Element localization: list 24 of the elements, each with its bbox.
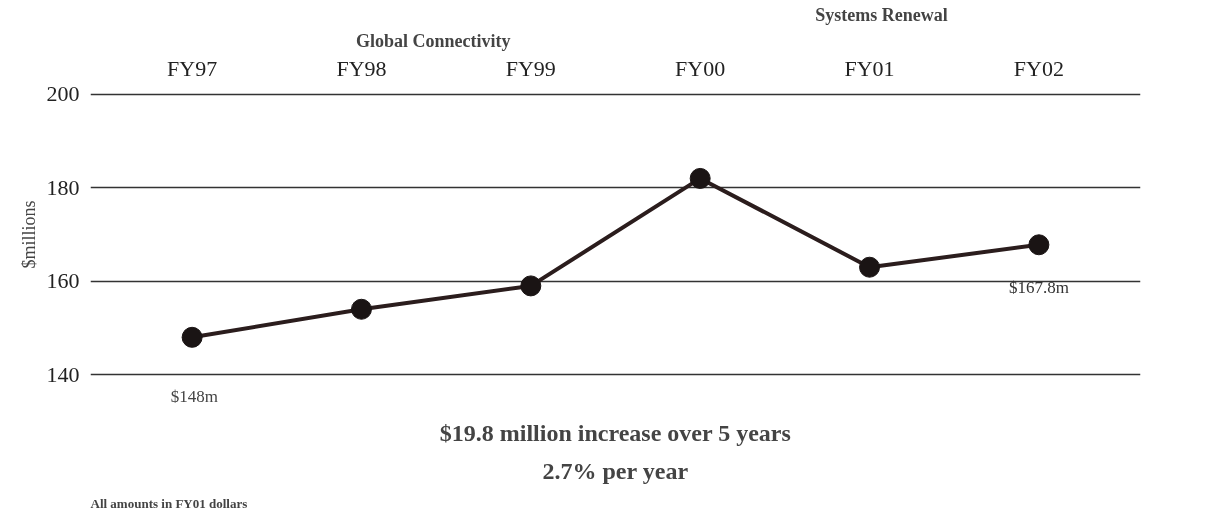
data-label: $148m xyxy=(170,386,219,406)
y-axis-title: $millions xyxy=(18,200,39,269)
text: Global Connectivity xyxy=(355,30,511,51)
y-tick-label: 160 xyxy=(46,268,80,294)
text: $19.8 million increase over 5 years xyxy=(439,419,791,446)
point xyxy=(859,256,881,278)
point xyxy=(689,167,711,189)
x-tick-label: FY97 xyxy=(167,55,218,81)
text: All amounts in FY01 dollars xyxy=(90,495,248,511)
point xyxy=(350,298,372,320)
y-tick-label: 200 xyxy=(46,81,80,107)
point xyxy=(520,275,542,297)
x-tick-label: FY00 xyxy=(675,55,726,81)
x-tick-label: FY01 xyxy=(844,55,895,81)
text: Systems Renewal xyxy=(815,4,948,25)
point xyxy=(181,326,203,348)
x-tick-label: FY98 xyxy=(336,55,387,81)
data-label: $167.8m xyxy=(1008,278,1069,298)
y-tick-label: 180 xyxy=(46,174,80,200)
point xyxy=(1028,234,1050,256)
text: 2.7% per year xyxy=(542,457,689,484)
y-tick-label: 140 xyxy=(46,361,80,387)
x-tick-label: FY99 xyxy=(505,55,556,81)
x-tick-label: FY02 xyxy=(1013,55,1064,81)
